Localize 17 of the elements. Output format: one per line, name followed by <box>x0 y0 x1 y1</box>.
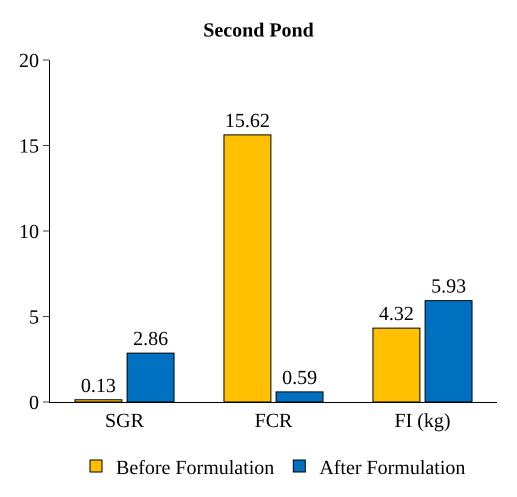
data-label: 0.59 <box>282 366 318 389</box>
legend-label: Before Formulation <box>116 456 274 479</box>
y-tick-label: 20 <box>19 50 39 72</box>
data-label: 4.32 <box>378 303 414 326</box>
data-label: 15.62 <box>224 110 270 132</box>
data-label: 5.93 <box>431 276 466 298</box>
y-tick-label: 5 <box>29 306 39 328</box>
legend-label: After Formulation <box>319 456 466 479</box>
y-tick-label: 10 <box>19 221 39 243</box>
data-label: 0.13 <box>80 374 116 397</box>
x-tick-label: SGR <box>105 410 145 432</box>
chart-title: Second Pond <box>203 19 314 42</box>
y-tick-label: 0 <box>29 392 39 414</box>
y-tick-label: 15 <box>19 136 39 158</box>
x-tick-label: FCR <box>254 410 294 432</box>
x-tick-label: FI (kg) <box>394 410 451 432</box>
data-label: 2.86 <box>133 328 168 350</box>
